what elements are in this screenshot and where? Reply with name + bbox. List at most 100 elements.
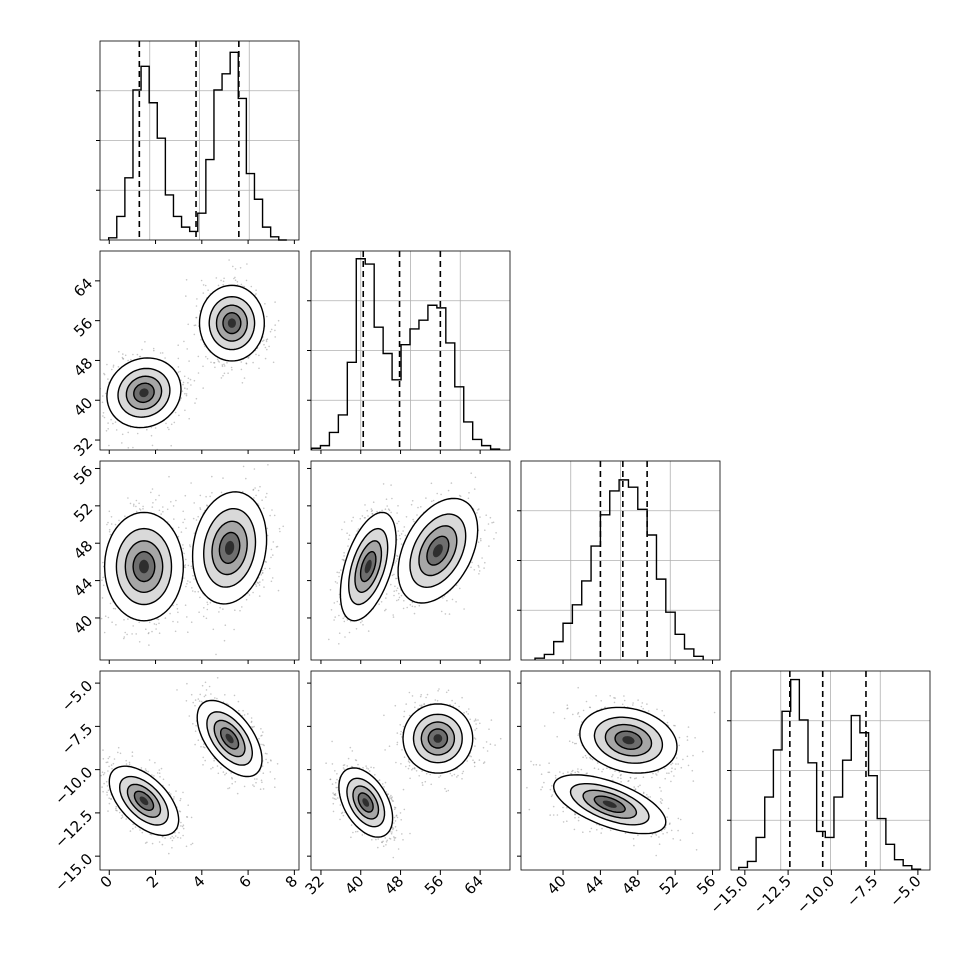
data-point [107, 428, 109, 430]
data-point [489, 743, 492, 745]
data-point [274, 336, 277, 338]
data-point [339, 603, 341, 606]
data-point [609, 829, 612, 832]
data-point [132, 353, 134, 356]
data-point [274, 786, 276, 788]
data-point [263, 339, 265, 342]
data-point [329, 778, 332, 781]
contour-line [222, 311, 242, 335]
data-point [351, 750, 354, 752]
data-point [224, 773, 226, 776]
data-point [590, 757, 592, 760]
data-point [164, 357, 166, 359]
data-point [492, 521, 495, 524]
data-point [396, 512, 398, 514]
data-point [177, 357, 180, 360]
data-point [477, 719, 479, 721]
data-point [267, 761, 269, 764]
contour-line [593, 795, 626, 813]
data-point [184, 387, 186, 390]
data-point [215, 653, 217, 656]
data-point [155, 628, 157, 630]
contour-line [118, 775, 170, 826]
data-point [102, 749, 104, 751]
data-point [461, 772, 464, 775]
data-point [193, 379, 196, 382]
data-point [196, 298, 198, 300]
data-point [259, 581, 261, 583]
data-point [361, 834, 364, 836]
contour-line [198, 284, 266, 362]
data-point [692, 780, 695, 782]
data-point [677, 817, 680, 820]
data-point [341, 558, 344, 561]
data-point [334, 581, 337, 583]
data-point [180, 825, 182, 827]
data-point [222, 283, 224, 286]
data-point [624, 832, 627, 834]
histogram-panel-4 [727, 670, 931, 871]
data-point [394, 585, 396, 588]
data-point [334, 770, 336, 772]
data-point [261, 340, 264, 343]
data-point [261, 569, 264, 572]
data-point [123, 619, 125, 621]
x-tick-label: −7.5 [843, 872, 881, 910]
data-point [233, 277, 235, 280]
data-point [478, 570, 481, 572]
data-point [102, 576, 104, 579]
data-point [228, 259, 230, 261]
data-point [470, 566, 472, 569]
data-point [438, 688, 440, 690]
histogram-panel-3 [517, 460, 721, 661]
data-point [188, 360, 190, 362]
data-point [477, 564, 480, 567]
data-point [187, 580, 189, 582]
data-point [634, 788, 636, 791]
data-point [239, 609, 241, 612]
data-point [194, 590, 196, 593]
data-point [109, 602, 112, 605]
data-point [253, 778, 256, 780]
data-point [338, 571, 340, 574]
data-point [451, 598, 454, 601]
data-point [206, 505, 208, 507]
data-point [271, 577, 274, 579]
data-point [390, 832, 393, 835]
contour-line [191, 491, 268, 605]
data-point [135, 499, 138, 502]
data-point [108, 765, 110, 768]
data-point [573, 828, 576, 831]
data-point [231, 782, 233, 785]
data-point [398, 534, 401, 537]
data-point [94, 558, 96, 560]
data-point [102, 773, 105, 776]
data-point [253, 725, 255, 728]
data-point [532, 764, 535, 766]
data-point [187, 323, 189, 326]
data-point [245, 362, 248, 365]
data-point [110, 516, 113, 518]
data-point [393, 836, 395, 838]
data-point [632, 704, 634, 706]
data-point [670, 770, 673, 773]
data-point [216, 358, 219, 361]
data-point [102, 395, 104, 397]
data-point [113, 758, 116, 760]
data-point [194, 402, 196, 404]
data-point [647, 710, 650, 712]
data-point [651, 776, 653, 779]
contour-line [426, 535, 450, 566]
data-point [262, 731, 264, 733]
data-point [217, 284, 220, 287]
data-point [177, 371, 180, 373]
data-point [202, 365, 204, 368]
data-point [439, 775, 442, 777]
data-point [262, 788, 265, 790]
data-point [342, 767, 345, 769]
data-point [381, 783, 384, 785]
contour-line [604, 723, 653, 757]
data-point [219, 606, 221, 609]
data-point [148, 632, 150, 634]
density-fill [433, 734, 443, 743]
